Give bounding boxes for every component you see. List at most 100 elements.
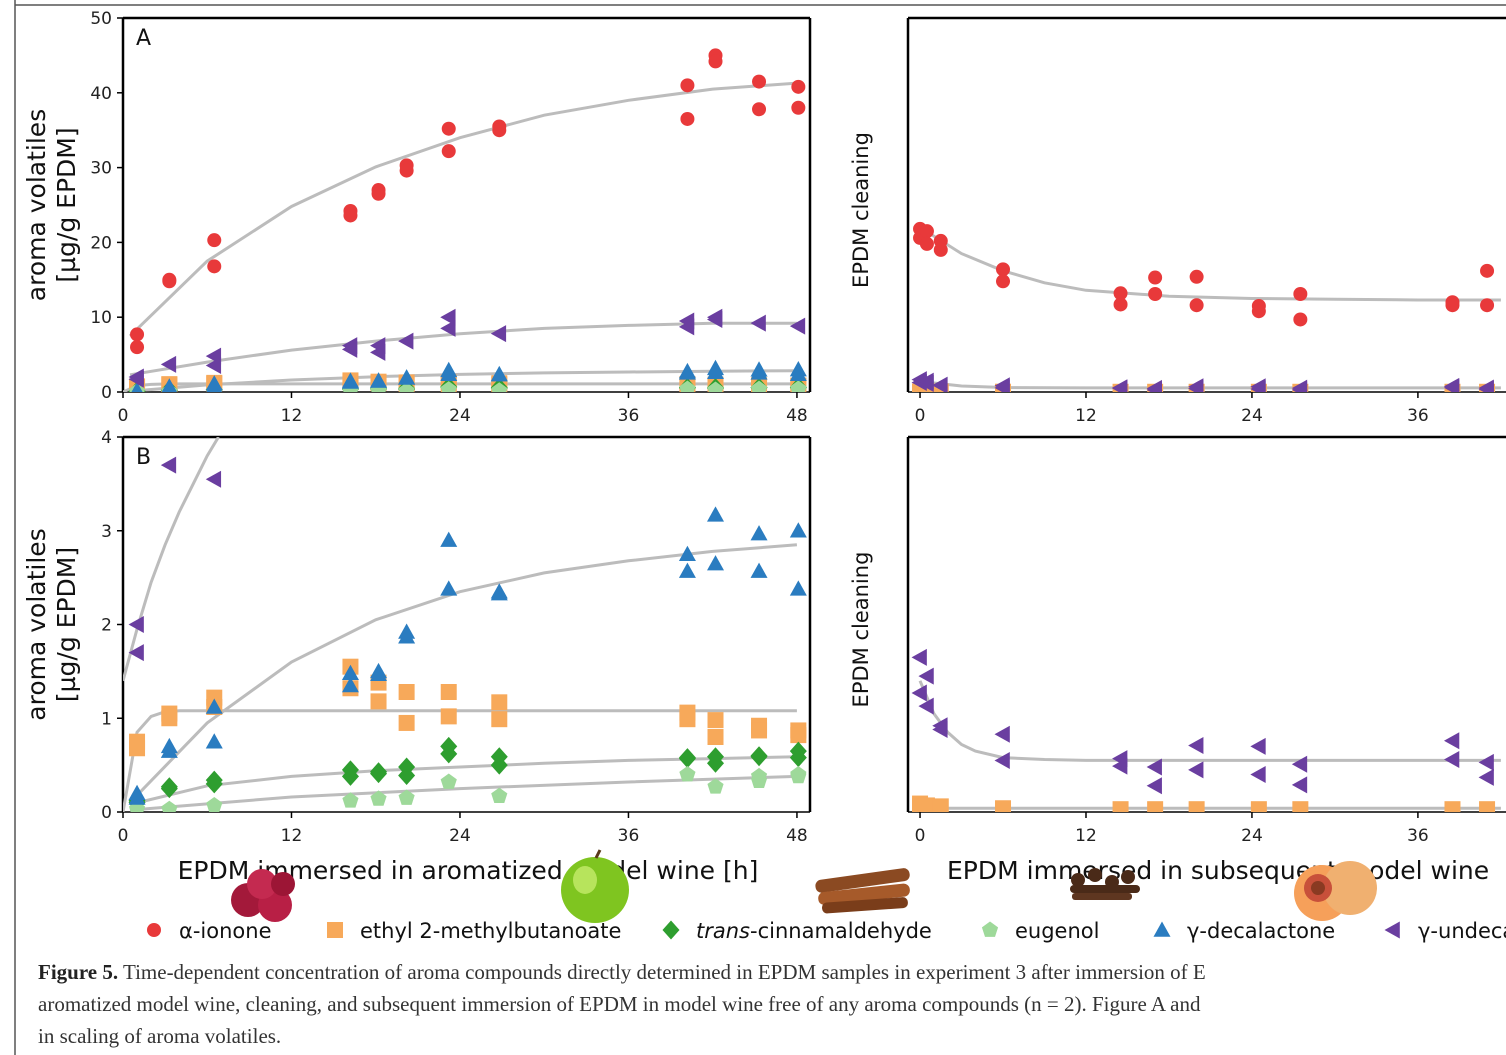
marker: [343, 208, 357, 222]
marker: [440, 580, 457, 595]
marker: [707, 506, 724, 521]
y-tick-label: 30: [90, 159, 112, 179]
plots: 01224364801020304050Aaroma volatiles[µg/…: [22, 9, 1506, 885]
marker: [919, 797, 935, 813]
marker: [1444, 379, 1459, 396]
marker: [370, 666, 387, 681]
legend-label: α-ionone: [179, 919, 272, 943]
marker: [491, 585, 508, 600]
marker: [912, 649, 927, 666]
marker: [995, 800, 1011, 816]
marker: [752, 75, 766, 89]
x-tick-label: 12: [281, 826, 303, 846]
marker: [442, 144, 456, 158]
marker: [791, 80, 805, 94]
fit-curve: [123, 711, 797, 812]
y-tick-label: 1: [101, 709, 112, 729]
marker: [372, 187, 386, 201]
panel-label: B: [136, 445, 151, 470]
marker: [1292, 756, 1307, 773]
marker: [399, 684, 415, 700]
marker: [371, 693, 387, 709]
fit-curve: [130, 323, 797, 375]
legend-label: trans-cinnamaldehyde: [696, 919, 932, 943]
marker: [751, 315, 766, 332]
page: 01224364801020304050Aaroma volatiles[µg/…: [0, 0, 1506, 1055]
marker: [1154, 922, 1171, 937]
marker: [147, 923, 161, 937]
marker: [679, 711, 695, 727]
marker: [491, 694, 507, 710]
y-tick-label: 3: [101, 522, 112, 542]
marker: [1293, 312, 1307, 326]
fit-curve: [130, 776, 797, 810]
marker: [751, 747, 768, 766]
x-tick-label: 0: [915, 406, 926, 426]
y-tick-label: 10: [90, 308, 112, 328]
marker: [1444, 751, 1459, 768]
marker: [440, 532, 457, 547]
legend-rest: -cinnamaldehyde: [750, 919, 932, 943]
legend-label: ethyl 2-methylbutanoate: [360, 919, 621, 943]
marker: [663, 921, 680, 940]
marker: [1250, 766, 1265, 783]
x-tick-label: 24: [1241, 826, 1263, 846]
panel-label: A: [136, 26, 151, 51]
x-tick-label: 0: [118, 826, 129, 846]
marker: [1113, 801, 1129, 817]
cleaning-label: EPDM cleaning: [849, 552, 873, 708]
y-axis-title: aroma volatiles: [22, 528, 51, 720]
marker: [441, 774, 457, 789]
legend: α-ionone ethyl 2-methylbutanoate trans-cin…: [147, 919, 1506, 943]
fit-curve: [123, 384, 797, 392]
marker: [679, 749, 696, 768]
marker: [398, 333, 413, 350]
marker: [751, 722, 767, 738]
marker: [129, 740, 145, 756]
x-tick-label: 12: [1075, 406, 1097, 426]
x-tick-label: 48: [786, 406, 808, 426]
marker: [1189, 801, 1205, 817]
y-tick-label: 0: [101, 383, 112, 403]
marker: [1292, 801, 1308, 817]
marker: [1190, 298, 1204, 312]
x-tick-label: 24: [449, 826, 471, 846]
fit-curve: [130, 371, 797, 392]
y-tick-label: 40: [90, 84, 112, 104]
marker: [491, 788, 507, 803]
marker: [207, 259, 221, 273]
marker: [791, 101, 805, 115]
marker: [1114, 297, 1128, 311]
marker: [1385, 922, 1400, 939]
caption-line: aromatized model wine, cleaning, and sub…: [38, 992, 1201, 1016]
marker: [751, 525, 768, 540]
marker: [492, 123, 506, 137]
y-tick-label: 4: [101, 428, 112, 448]
marker: [206, 797, 222, 812]
marker: [1112, 380, 1127, 397]
marker: [920, 237, 934, 251]
marker: [161, 457, 176, 474]
plot-area: [912, 222, 1501, 400]
marker: [790, 727, 806, 743]
plot-area: [912, 649, 1501, 817]
marker: [996, 262, 1010, 276]
marker: [161, 710, 177, 726]
cleaning-label: EPDM cleaning: [849, 132, 873, 288]
y-tick-label: 0: [101, 803, 112, 823]
marker: [130, 340, 144, 354]
marker: [982, 922, 998, 937]
marker: [1479, 801, 1495, 817]
subplot: 01224364801234Baroma volatiles[µg/g EPDM…: [22, 428, 873, 885]
marker: [790, 580, 807, 595]
x-axis-title: EPDM immersed in subsequent model wine: [947, 856, 1489, 885]
x-tick-label: 12: [281, 406, 303, 426]
marker: [206, 471, 221, 488]
caption-line: Figure 5. Time-dependent concentration o…: [38, 960, 1206, 984]
peach-icon: [1294, 861, 1377, 921]
marker: [920, 224, 934, 238]
x-tick-label: 48: [786, 826, 808, 846]
marker: [1480, 264, 1494, 278]
marker: [161, 801, 177, 816]
